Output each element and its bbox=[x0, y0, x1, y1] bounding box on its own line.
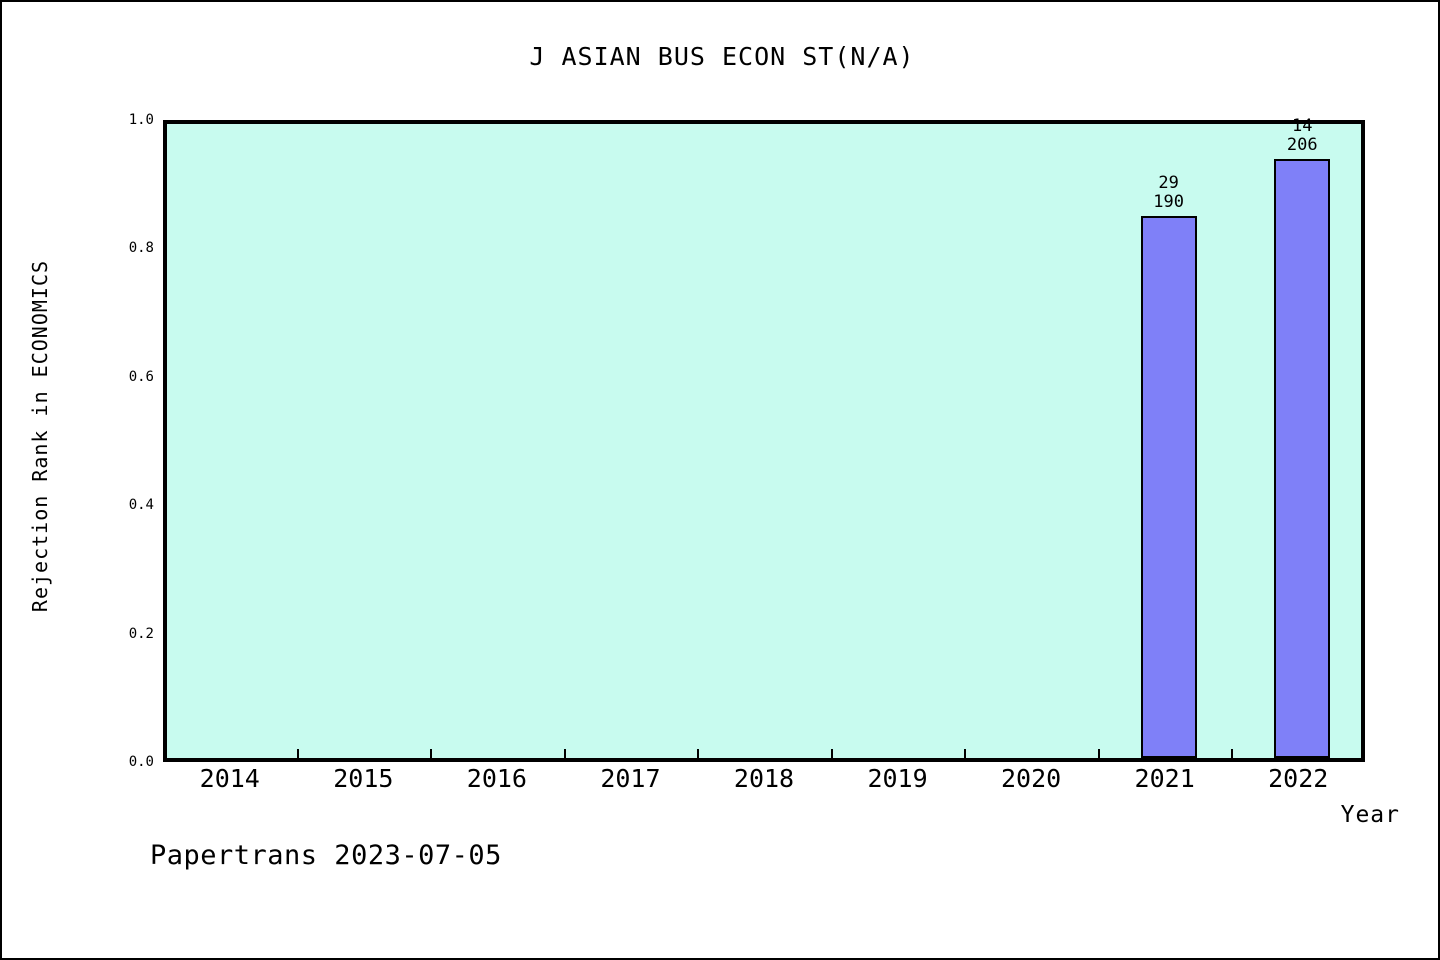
y-axis-tick-label: 0.0 bbox=[128, 754, 154, 770]
x-axis-tick-label: 2014 bbox=[199, 764, 260, 793]
x-axis-tick-label: 2016 bbox=[466, 764, 527, 793]
x-axis-tick-label: 2022 bbox=[1268, 764, 1329, 793]
plot-area: 29 190 14 206 bbox=[163, 117, 1365, 762]
x-axis-tick-label: 2015 bbox=[333, 764, 394, 793]
x-axis-tick-mark bbox=[1097, 749, 1100, 761]
y-axis-label: Rejection Rank in ECONOMICS bbox=[28, 259, 52, 613]
x-axis-tick-marks bbox=[163, 747, 1365, 761]
x-axis-tick-labels: 2014 2015 2016 2017 2018 2019 2020 2021 2022 bbox=[163, 764, 1365, 800]
chart-title: J ASIAN BUS ECON ST(N/A) bbox=[529, 42, 915, 71]
y-axis-tick-label: 0.4 bbox=[128, 497, 154, 514]
x-axis-tick-mark bbox=[964, 749, 967, 761]
y-axis-tick-label: 0.8 bbox=[128, 240, 154, 257]
x-axis-tick-label: 2019 bbox=[867, 764, 928, 793]
x-axis-tick-mark bbox=[430, 749, 433, 761]
x-axis-tick-mark bbox=[1231, 749, 1234, 761]
x-axis-tick-mark bbox=[697, 749, 700, 761]
x-axis-tick-label: 2017 bbox=[600, 764, 661, 793]
bar-2022[interactable] bbox=[1274, 159, 1331, 758]
y-axis-tick-labels: 0.0 0.2 0.4 0.6 0.8 1.0 bbox=[102, 112, 154, 770]
x-axis-tick-label: 2018 bbox=[733, 764, 795, 793]
bar-value-label-2021: 29 190 bbox=[1153, 172, 1185, 212]
bar-value-label-2022: 14 206 bbox=[1286, 116, 1318, 156]
x-axis-label: Year bbox=[1340, 802, 1400, 828]
x-axis-tick-mark bbox=[296, 749, 299, 761]
bars-layer: 29 190 14 206 bbox=[167, 117, 1361, 758]
y-axis-tick-label: 0.2 bbox=[128, 625, 154, 642]
y-axis-tick-label: 0.6 bbox=[128, 368, 154, 385]
x-axis-tick-label: 2020 bbox=[1001, 764, 1062, 793]
x-axis-tick-mark bbox=[563, 749, 566, 761]
bar-2021[interactable] bbox=[1140, 215, 1197, 758]
x-axis-tick-mark bbox=[830, 749, 833, 761]
x-axis-tick-label: 2021 bbox=[1134, 764, 1195, 793]
y-axis-tick-label: 1.0 bbox=[128, 112, 154, 128]
footer-note: Papertrans 2023-07-05 bbox=[150, 840, 502, 871]
